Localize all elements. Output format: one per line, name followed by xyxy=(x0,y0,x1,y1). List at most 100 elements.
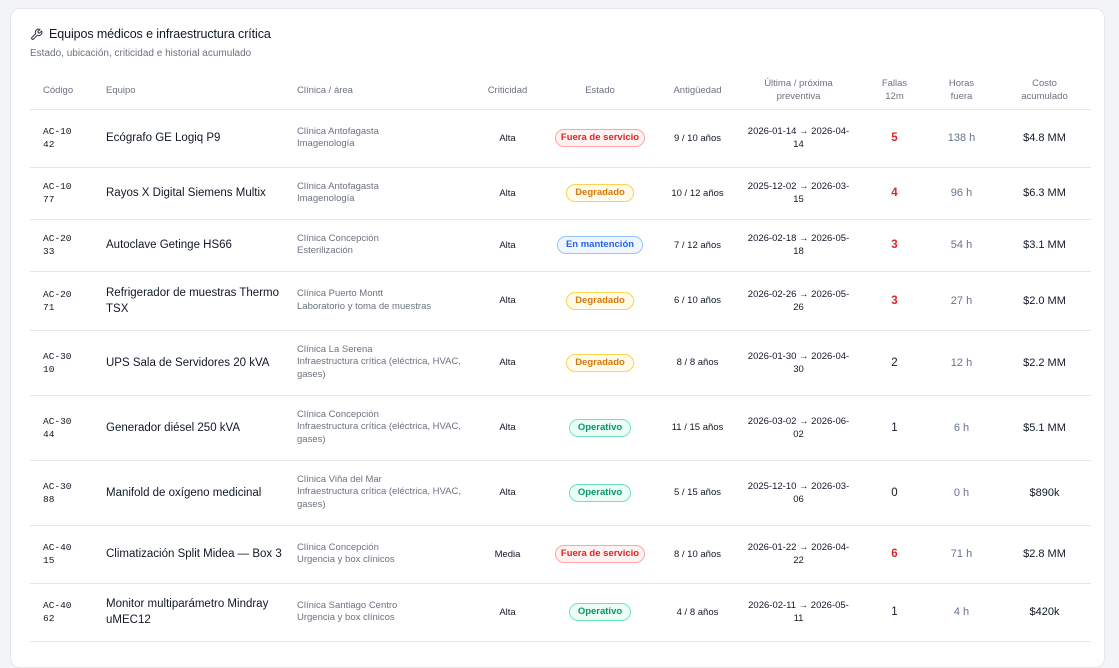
cell-antiguedad: 10 / 12 años xyxy=(662,167,733,220)
status-badge: Fuera de servicio xyxy=(555,129,645,147)
card-header: Equipos médicos e infraestructura crític… xyxy=(30,27,271,59)
wrench-icon xyxy=(30,28,43,41)
status-badge: Degradado xyxy=(566,291,634,310)
cell-clinica: Clínica Puerto Montt Laboratorio y toma d… xyxy=(297,271,477,331)
col-header-estado[interactable]: Estado xyxy=(538,72,662,110)
col-header-preventiva-line1: Última / próxima xyxy=(764,78,833,90)
clinic-name: Clínica Concepción xyxy=(297,232,379,244)
cell-preventiva: 2026-02-26 → 2026-05-26 xyxy=(733,271,864,331)
table-row[interactable]: AC-1042 Ecógrafo GE Logiq P9 Clínica Ant… xyxy=(30,109,1091,168)
cell-antiguedad: 8 / 10 años xyxy=(662,525,733,584)
clinic-name: Clínica Antofagasta xyxy=(297,180,379,192)
cell-fallas: 3 xyxy=(864,271,925,331)
cell-equipo: Refrigerador de muestras Thermo TSX xyxy=(100,271,297,331)
clinic-area: Infraestructura crítica (eléctrica, HVAC… xyxy=(297,421,462,445)
cell-equipo: Ecógrafo GE Logiq P9 xyxy=(100,109,297,168)
cell-criticidad: Alta xyxy=(477,271,538,331)
cell-equipo: Climatización Split Midea — Box 3 xyxy=(100,525,297,584)
code-text: AC-2071 xyxy=(43,288,72,313)
table-row[interactable]: AC-2033 Autoclave Getinge HS66 Clínica C… xyxy=(30,219,1091,272)
cell-code: AC-3010 xyxy=(30,330,100,396)
code-text: AC-1042 xyxy=(43,126,72,150)
cell-fallas: 6 xyxy=(864,525,925,584)
status-badge: Degradado xyxy=(566,353,634,372)
cell-criticidad: Alta xyxy=(477,330,538,396)
cell-costo: $3.1 MM xyxy=(998,219,1091,272)
cell-horas: 4 h xyxy=(925,583,998,642)
col-header-costo[interactable]: Costo acumulado xyxy=(998,72,1091,110)
col-header-preventiva-line2: preventiva xyxy=(776,91,821,103)
col-header-antiguedad[interactable]: Antigüedad xyxy=(662,72,733,110)
cell-estado: Degradado xyxy=(538,271,662,331)
clinic-area: Esterilización xyxy=(297,245,353,256)
cell-fallas: 3 xyxy=(864,219,925,272)
cell-equipo: Monitor multiparámetro Mindray uMEC12 xyxy=(100,583,297,642)
col-header-preventiva[interactable]: Última / próxima preventiva xyxy=(733,72,864,110)
cell-antiguedad: 9 / 10 años xyxy=(662,109,733,168)
table-row[interactable]: AC-2071 Refrigerador de muestras Thermo … xyxy=(30,271,1091,331)
cell-code: AC-3044 xyxy=(30,395,100,461)
cell-preventiva: 2025-12-10 → 2026-03-06 xyxy=(733,460,864,526)
table-row[interactable]: AC-1077 Rayos X Digital Siemens Multix C… xyxy=(30,167,1091,220)
col-header-criticidad[interactable]: Criticidad xyxy=(477,72,538,110)
cell-horas: 96 h xyxy=(925,167,998,220)
status-badge: Degradado xyxy=(566,184,634,202)
cell-clinica: Clínica Concepción Infraestructura crític… xyxy=(297,395,477,461)
cell-antiguedad: 5 / 15 años xyxy=(662,460,733,526)
cell-preventiva: 2026-02-18 → 2026-05-18 xyxy=(733,219,864,272)
clinic-name: Clínica Santiago Centro xyxy=(297,599,398,611)
cell-costo: $420k xyxy=(998,583,1091,642)
cell-equipo: UPS Sala de Servidores 20 kVA xyxy=(100,330,297,396)
cell-equipo: Manifold de oxígeno medicinal xyxy=(100,460,297,526)
table-header: Código Equipo Clínica / área Criticidad … xyxy=(30,72,1091,110)
cell-preventiva: 2026-01-14 → 2026-04-14 xyxy=(733,109,864,168)
cell-clinica: Clínica Antofagasta Imagenología xyxy=(297,109,477,168)
status-badge: En mantención xyxy=(556,236,644,254)
cell-code: AC-2033 xyxy=(30,219,100,272)
clinic-name: Clínica Viña del Mar xyxy=(297,473,382,485)
table-row[interactable]: AC-3044 Generador diésel 250 kVA Clínica… xyxy=(30,395,1091,461)
table-row[interactable]: AC-4015 Climatización Split Midea — Box … xyxy=(30,525,1091,584)
cell-fallas: 0 xyxy=(864,460,925,526)
cell-antiguedad: 4 / 8 años xyxy=(662,583,733,642)
table-row[interactable]: AC-3088 Manifold de oxígeno medicinal Cl… xyxy=(30,460,1091,526)
cell-antiguedad: 7 / 12 años xyxy=(662,219,733,272)
status-badge: Operativo xyxy=(568,483,632,502)
cell-estado: Degradado xyxy=(538,167,662,220)
clinic-name: Clínica La Serena xyxy=(297,343,373,355)
cell-clinica: Clínica La Serena Infraestructura crítica… xyxy=(297,330,477,396)
header-row: Código Equipo Clínica / área Criticidad … xyxy=(30,72,1091,110)
cell-horas: 54 h xyxy=(925,219,998,272)
table-row[interactable]: AC-3010 UPS Sala de Servidores 20 kVA Cl… xyxy=(30,330,1091,396)
cell-criticidad: Alta xyxy=(477,395,538,461)
table-row[interactable]: AC-4062 Monitor multiparámetro Mindray u… xyxy=(30,583,1091,642)
col-header-fallas[interactable]: Fallas 12m xyxy=(864,72,925,110)
col-header-horas[interactable]: Horas fuera xyxy=(925,72,998,110)
cell-horas: 6 h xyxy=(925,395,998,461)
cell-costo: $2.2 MM xyxy=(998,330,1091,396)
cell-preventiva: 2026-02-11 → 2026-05-11 xyxy=(733,583,864,642)
cell-estado: En mantención xyxy=(538,219,662,272)
cell-code: AC-4062 xyxy=(30,583,100,642)
cell-estado: Degradado xyxy=(538,330,662,396)
cell-preventiva: 2026-03-02 → 2026-06-02 xyxy=(733,395,864,461)
cell-horas: 0 h xyxy=(925,460,998,526)
cell-horas: 12 h xyxy=(925,330,998,396)
cell-clinica: Clínica Santiago Centro Urgencia y box cl… xyxy=(297,583,477,642)
cell-code: AC-3088 xyxy=(30,460,100,526)
cell-preventiva: 2026-01-22 → 2026-04-22 xyxy=(733,525,864,584)
cell-criticidad: Alta xyxy=(477,583,538,642)
col-header-code[interactable]: Código xyxy=(30,72,100,110)
col-header-costo-line1: Costo xyxy=(1032,78,1057,90)
cell-antiguedad: 8 / 8 años xyxy=(662,330,733,396)
col-header-costo-line2: acumulado xyxy=(1021,91,1068,103)
col-header-clinica[interactable]: Clínica / área xyxy=(297,72,477,110)
cell-code: AC-2071 xyxy=(30,271,100,331)
col-header-equipo[interactable]: Equipo xyxy=(100,72,297,110)
cell-preventiva: 2026-01-30 → 2026-04-30 xyxy=(733,330,864,396)
code-text: AC-3010 xyxy=(43,350,72,375)
card-subtitle: Estado, ubicación, criticidad e historia… xyxy=(30,48,252,59)
clinic-area: Imagenología xyxy=(297,138,355,149)
title-row: Equipos médicos e infraestructura crític… xyxy=(30,27,271,41)
cell-equipo: Generador diésel 250 kVA xyxy=(100,395,297,461)
